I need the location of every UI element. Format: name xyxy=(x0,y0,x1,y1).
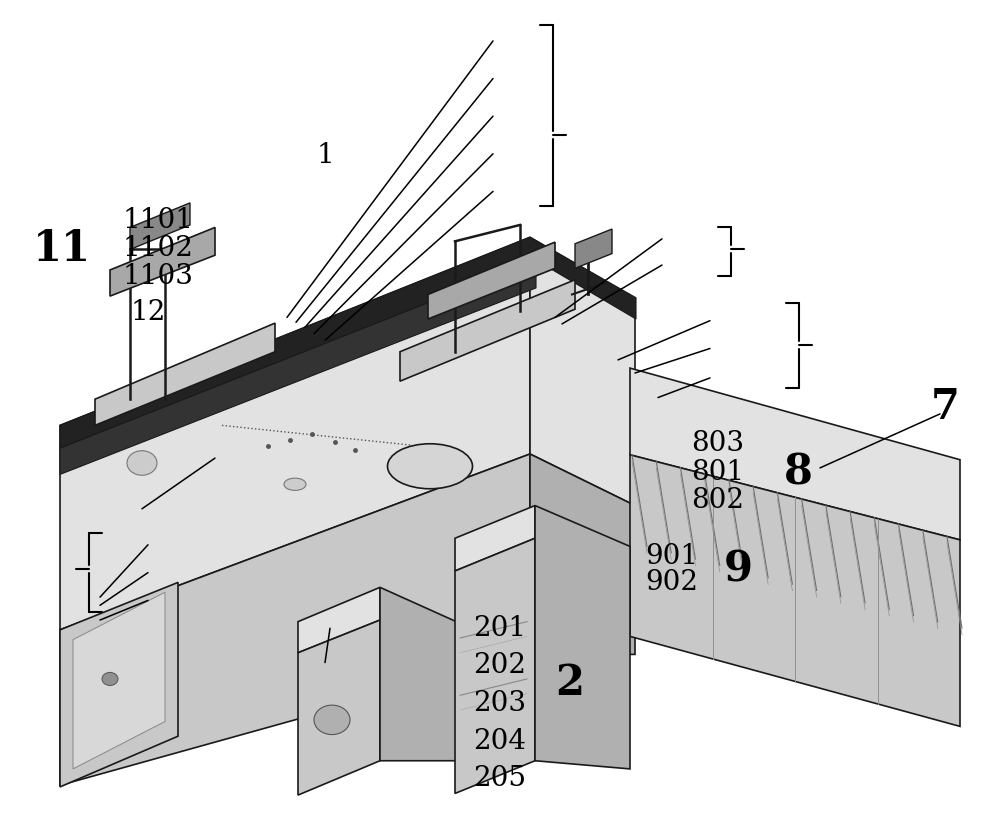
Text: 801: 801 xyxy=(691,459,745,487)
Polygon shape xyxy=(110,227,215,296)
Text: 1102: 1102 xyxy=(123,235,193,263)
Polygon shape xyxy=(60,260,536,474)
Text: 802: 802 xyxy=(692,487,744,515)
Polygon shape xyxy=(380,587,460,761)
Text: 202: 202 xyxy=(474,652,526,680)
Text: 1: 1 xyxy=(316,142,334,169)
Polygon shape xyxy=(60,454,530,785)
Circle shape xyxy=(127,451,157,475)
Polygon shape xyxy=(60,237,530,630)
Circle shape xyxy=(102,672,118,685)
Polygon shape xyxy=(400,280,575,381)
Text: 7: 7 xyxy=(931,386,959,429)
Text: 203: 203 xyxy=(474,690,526,717)
Text: 8: 8 xyxy=(784,452,812,494)
Text: 902: 902 xyxy=(646,569,698,596)
Circle shape xyxy=(314,705,350,735)
Polygon shape xyxy=(455,538,535,793)
Polygon shape xyxy=(60,582,178,787)
Text: 901: 901 xyxy=(645,542,699,570)
Polygon shape xyxy=(530,454,635,654)
Polygon shape xyxy=(95,323,275,425)
Text: 201: 201 xyxy=(473,614,527,642)
Polygon shape xyxy=(630,368,960,540)
Polygon shape xyxy=(73,592,165,769)
Text: 205: 205 xyxy=(474,765,526,793)
Text: 11: 11 xyxy=(33,227,91,270)
Text: 12: 12 xyxy=(130,299,166,326)
Polygon shape xyxy=(455,506,535,571)
Polygon shape xyxy=(60,237,636,448)
Text: 1103: 1103 xyxy=(123,263,193,290)
Polygon shape xyxy=(130,203,190,249)
Polygon shape xyxy=(630,455,960,726)
Text: 2: 2 xyxy=(556,662,584,704)
Polygon shape xyxy=(535,506,630,769)
Ellipse shape xyxy=(388,443,473,488)
Text: 803: 803 xyxy=(692,429,744,457)
Polygon shape xyxy=(298,620,380,795)
Polygon shape xyxy=(575,229,612,268)
Text: 1101: 1101 xyxy=(122,207,194,235)
Text: 204: 204 xyxy=(474,727,526,755)
Polygon shape xyxy=(428,242,555,319)
Polygon shape xyxy=(530,237,635,506)
Text: 9: 9 xyxy=(724,548,753,591)
Ellipse shape xyxy=(284,478,306,490)
Polygon shape xyxy=(298,587,380,653)
